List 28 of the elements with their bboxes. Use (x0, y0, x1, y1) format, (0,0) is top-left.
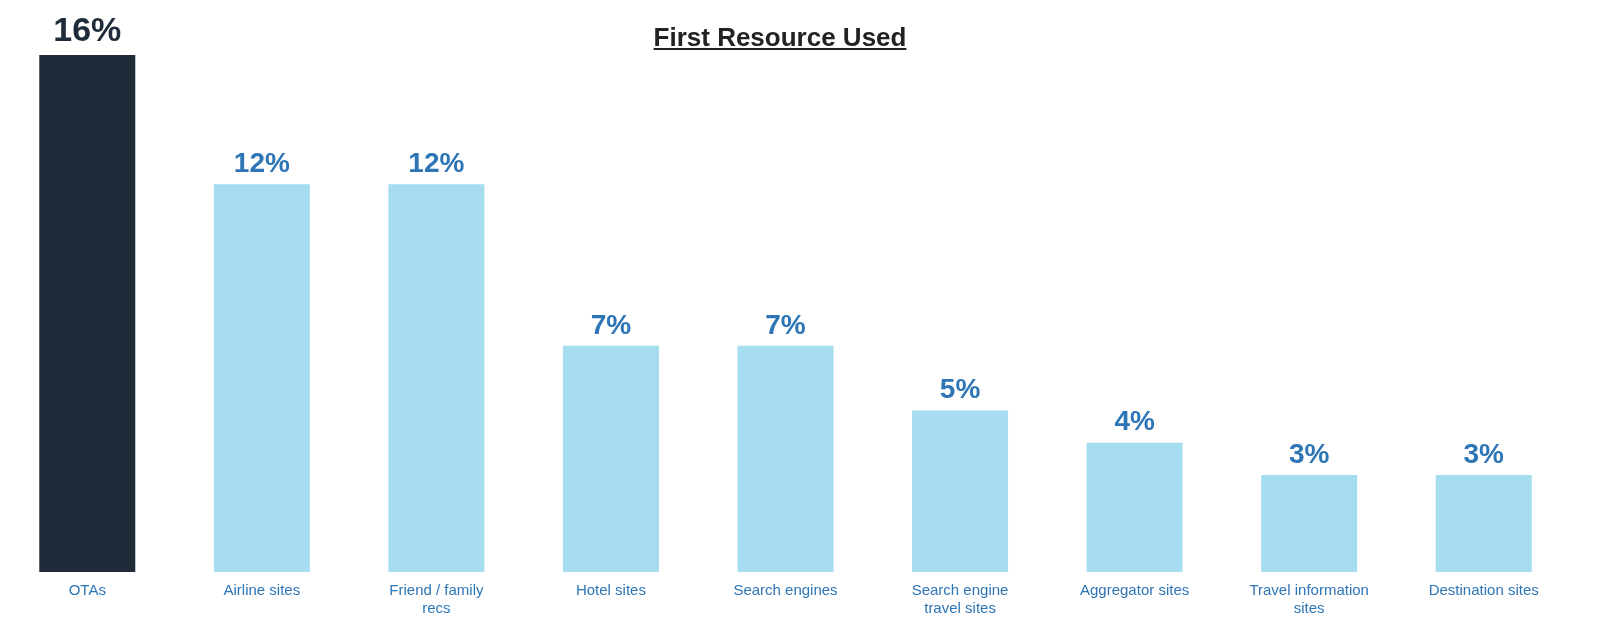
data-label: 4% (1114, 405, 1155, 437)
x-tick-label: Travel information sites (1249, 581, 1369, 617)
bar (1261, 475, 1358, 572)
x-tick-label: Search engine travel sites (911, 581, 1009, 617)
x-tick-label: Airline sites (223, 581, 301, 599)
bar (39, 55, 136, 572)
data-label: 12% (233, 146, 290, 178)
chart-title: First Resource Used (653, 22, 907, 52)
data-label: 7% (765, 308, 806, 340)
data-label: 12% (408, 146, 465, 178)
x-tick-label: Friend / family recs (389, 581, 484, 617)
bar (562, 345, 659, 572)
x-tick-label: Hotel sites (575, 581, 646, 599)
data-label: 3% (1463, 437, 1505, 469)
bar (912, 410, 1009, 572)
bar (1435, 475, 1532, 572)
x-tick-label: Destination sites (1428, 581, 1539, 599)
x-tick-label: OTAs (68, 581, 106, 599)
data-label: 5% (939, 373, 981, 405)
bar (737, 345, 834, 572)
x-tick-label: Search engines (733, 581, 838, 599)
bar (1086, 442, 1183, 572)
x-tick-label: Aggregator sites (1079, 581, 1190, 599)
bar (388, 184, 485, 572)
bar (213, 184, 310, 572)
data-label: 7% (590, 308, 632, 340)
data-label: 3% (1288, 437, 1330, 469)
data-label: 16% (53, 10, 122, 49)
